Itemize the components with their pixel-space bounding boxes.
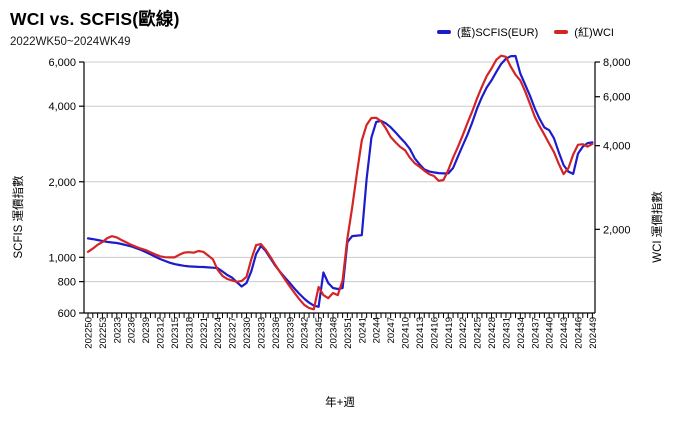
chart-title: WCI vs. SCFIS(歐線) [10,9,180,29]
wci-line [86,54,594,311]
x-tick-label: 202413 [415,317,426,349]
x-tick-label: 202336 [271,317,282,349]
x-tick-label: 202318 [184,317,195,349]
x-tick-label: 202321 [199,317,210,349]
x-axis-title: 年+週 [325,395,355,409]
chart-legend: (藍)SCFIS(EUR) (紅)WCI [437,24,614,40]
wci-line-swatch-icon [554,29,569,35]
left-tick-label: 1,000 [48,252,76,264]
x-tick-label: 202443 [559,317,570,349]
left-tick-label: 2,000 [48,177,76,189]
x-tick-label: 202446 [573,317,584,349]
right-axis-title: WCI 運價指數 [650,191,664,263]
x-tick-labels: 202250 202253 20233 20236 20239 202312 202315 2… [84,317,599,349]
x-tick-label: 202410 [401,317,412,349]
x-tick-label: 20241 [357,317,368,343]
right-tick-label: 2,000 [603,224,631,236]
x-tick-label: 202422 [458,317,469,349]
x-tick-label: 202449 [588,317,599,349]
x-tick-label: 202315 [170,317,181,349]
x-tick-label: 202333 [256,317,267,349]
x-tick-label: 202419 [444,317,455,349]
gridlines [84,61,595,283]
x-tick-label: 202339 [285,317,296,349]
data-series [86,54,594,311]
x-tick-label: 202348 [328,317,339,349]
x-tick-label: 202428 [487,317,498,349]
x-tick-label: 20236 [127,317,138,343]
x-tick-label: 202437 [530,317,541,349]
x-tick-label: 20233 [112,317,123,343]
left-tick-label: 800 [58,277,76,289]
x-tick-label: 20239 [141,317,152,343]
x-tick-label: 202440 [545,317,556,349]
left-tick-label: 6,000 [48,57,76,69]
x-tick-label: 202250 [84,317,95,349]
x-tick-label: 202434 [516,317,527,349]
x-tick-label: 202327 [228,317,239,349]
scfis-line-swatch-icon [437,29,451,35]
left-axis-title: SCFIS 運價指數 [11,175,25,259]
legend-label-scfis: (藍)SCFIS(EUR) [457,27,539,39]
x-tick-label: 202312 [156,317,167,349]
legend-item-scfis: (藍)SCFIS(EUR) [437,24,538,40]
x-tick-label: 202342 [300,317,311,349]
legend-label-wci: (紅)WCI [574,27,614,39]
x-tick-label: 202253 [98,317,109,349]
chart-subtitle: 2022WK50~2024WK49 [10,36,131,48]
right-tick-label: 8,000 [603,57,631,69]
right-tick-label: 4,000 [603,141,631,153]
right-tick-label: 6,000 [603,92,631,104]
x-tick-label: 20244 [372,317,383,343]
axes: 600 800 1,000 2,000 4,000 6,000 2,000 4,000 6,00… [48,57,630,320]
x-tick-label: 202324 [213,317,224,349]
x-tick-label: 202330 [242,317,253,349]
x-tick-label: 202345 [314,317,325,349]
x-tick-label: 202425 [473,317,484,349]
left-tick-label: 4,000 [48,101,76,113]
x-tick-label: 202416 [429,317,440,349]
x-tick-label: 20247 [386,317,397,343]
x-tick-label: 202431 [501,317,512,349]
left-tick-label: 600 [58,308,76,320]
x-tick-label: 202351 [343,317,354,349]
legend-item-wci: (紅)WCI [554,24,614,40]
